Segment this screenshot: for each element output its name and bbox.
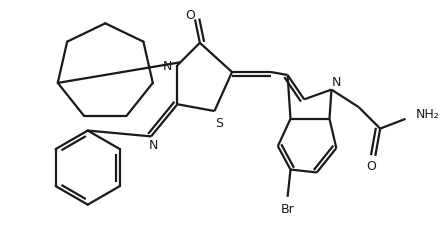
Text: NH₂: NH₂ (415, 108, 439, 121)
Text: O: O (185, 9, 195, 22)
Text: O: O (366, 159, 376, 172)
Text: N: N (148, 138, 158, 151)
Text: N: N (332, 76, 341, 89)
Text: S: S (215, 117, 223, 130)
Text: Br: Br (281, 202, 295, 215)
Text: N: N (163, 59, 172, 72)
